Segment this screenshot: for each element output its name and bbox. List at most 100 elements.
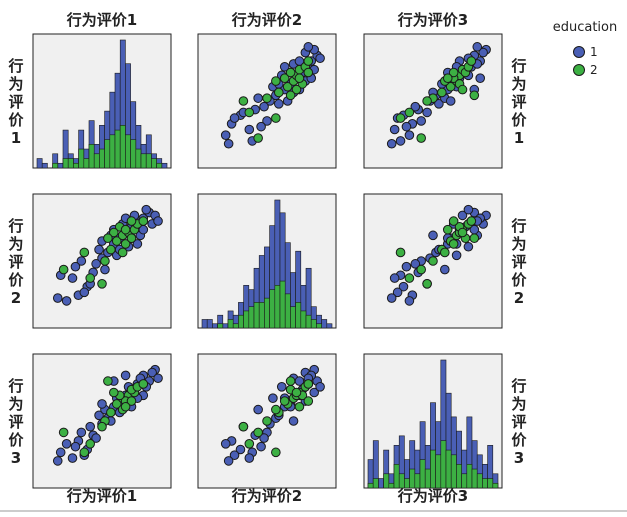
scatter-point-52 <box>303 379 314 389</box>
hist-bar-s2-22 <box>310 319 317 329</box>
scatter-point-57 <box>395 247 406 258</box>
scatter-point-56 <box>253 427 263 438</box>
scatter-point-38 <box>52 293 63 303</box>
legend-label-1: 1 <box>590 45 598 59</box>
scatter-point-52 <box>466 56 477 66</box>
col-title-top-3: 行为评价3 <box>397 11 468 29</box>
hist-bar-s1-3 <box>212 323 218 329</box>
hist-bar-s2-19 <box>130 139 137 169</box>
scatter-point-60 <box>469 90 480 101</box>
legend-label-2: 2 <box>590 63 598 77</box>
scatter-point-52 <box>138 216 149 226</box>
scatter-point-35 <box>79 287 90 298</box>
col-title-top-2: 行为评价2 <box>231 11 302 29</box>
row-title-right-1-char-5: 1 <box>514 129 524 147</box>
hist-bar-s2-11 <box>419 459 426 489</box>
scatter-point-50 <box>262 93 272 103</box>
scatter-point-40 <box>153 216 163 226</box>
scatter-point-20 <box>253 93 263 103</box>
scatter-point-25 <box>309 387 320 398</box>
scatter-point-17 <box>416 116 427 126</box>
scatter-point-58 <box>126 396 137 406</box>
hist-bar-s2-1 <box>367 482 374 489</box>
scatter-point-57 <box>79 447 90 458</box>
panel-r2-c1 <box>32 193 172 329</box>
hist-bar-s2-22 <box>145 153 152 169</box>
row-title-left-2-char-4: 价 <box>8 271 24 289</box>
scatter-point-31 <box>259 101 269 112</box>
scatter-point-39 <box>256 441 266 452</box>
row-title-left-2-char-3: 评 <box>8 253 23 271</box>
scatter-point-52 <box>138 379 149 389</box>
scatter-point-15 <box>61 439 72 449</box>
scatter-point-16 <box>244 124 255 135</box>
scatter-point-27 <box>141 204 152 215</box>
col-title-bottom-1: 行为评价1 <box>66 487 137 505</box>
hist-bar-s2-14 <box>435 454 442 489</box>
col-title-bottom-2: 行为评价2 <box>231 487 302 505</box>
row-title-left-3-char-4: 价 <box>8 431 24 449</box>
hist-bar-s2-24 <box>156 162 163 169</box>
scatter-point-18 <box>85 421 95 432</box>
scatter-point-31 <box>259 433 269 443</box>
hist-bar-s1-24 <box>321 319 328 329</box>
hist-bar-s1-3 <box>378 478 384 489</box>
hist-bar-s1-25 <box>326 323 333 329</box>
hist-bar-s2-12 <box>93 153 100 169</box>
row-title-right-2-char-1: 行 <box>510 217 526 235</box>
scatter-point-59 <box>294 401 305 412</box>
scatter-point-36 <box>120 370 131 381</box>
hist-bar-s2-7 <box>398 473 405 489</box>
scatter-point-38 <box>386 293 397 303</box>
hist-bar-s2-17 <box>284 293 291 329</box>
col-title-bottom-3: 行为评价3 <box>397 487 468 505</box>
panel-r2-c2 <box>197 193 337 329</box>
scatter-point-54 <box>109 387 119 398</box>
hist-bar-s2-7 <box>232 323 239 329</box>
scatter-point-31 <box>410 101 421 112</box>
scatter-point-15 <box>220 439 231 449</box>
hist-bar-s2-4 <box>217 323 224 329</box>
scatter-point-39 <box>70 261 81 272</box>
scatter-point-54 <box>291 387 302 398</box>
hist-bar-s2-11 <box>88 143 95 169</box>
scatter-point-19 <box>274 99 284 109</box>
panel-r2-c3 <box>363 193 503 329</box>
scatter-point-19 <box>434 99 444 109</box>
hist-bar-s2-13 <box>264 297 270 329</box>
scatter-point-60 <box>103 376 113 386</box>
hist-bar-s2-8 <box>238 314 244 329</box>
scatter-point-59 <box>120 224 131 235</box>
hist-bar-s2-25 <box>492 482 499 489</box>
scatter-point-28 <box>147 367 157 378</box>
scatter-point-51 <box>244 107 255 118</box>
scatter-point-51 <box>404 107 415 118</box>
scatter-point-60 <box>103 233 113 243</box>
scatter-point-37 <box>132 239 143 249</box>
hist-bar-s2-20 <box>300 310 307 329</box>
hist-bar-s2-20 <box>135 148 142 169</box>
scatter-point-24 <box>463 241 474 252</box>
scatter-point-56 <box>416 133 427 143</box>
scatter-point-54 <box>457 227 468 238</box>
hist-bar-s2-17 <box>450 454 457 489</box>
scatter-point-22 <box>268 393 278 404</box>
scatter-point-55 <box>238 96 249 106</box>
scatter-point-17 <box>262 116 272 126</box>
row-title-left-2-char-1: 行 <box>7 217 23 235</box>
hist-bar-s2-5 <box>388 482 395 489</box>
row-title-left-1-char-1: 行 <box>7 57 23 75</box>
scatter-point-19 <box>94 410 104 421</box>
hist-bar-s2-24 <box>487 478 494 489</box>
matrix-panels <box>32 33 503 489</box>
scatter-point-58 <box>303 396 314 406</box>
row-title-left-2-char-5: 2 <box>11 289 21 307</box>
scatter-point-54 <box>457 84 468 95</box>
hist-bar-s2-19 <box>295 302 302 329</box>
scatter-point-15 <box>61 296 72 306</box>
scatter-point-56 <box>416 264 427 275</box>
scatter-point-51 <box>85 273 95 283</box>
hist-bar-s2-21 <box>471 468 478 489</box>
scatter-point-18 <box>422 107 432 118</box>
